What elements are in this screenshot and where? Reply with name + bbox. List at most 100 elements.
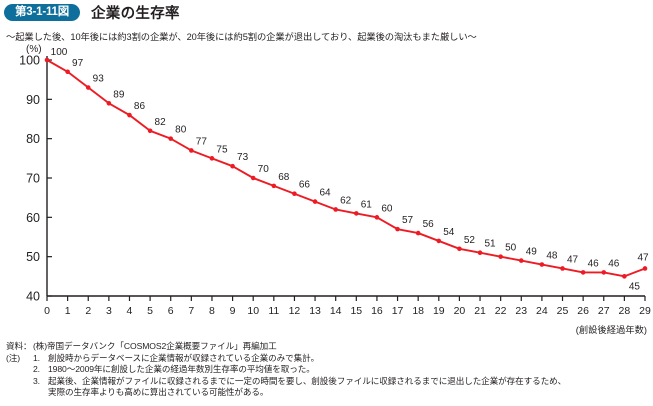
y-axis-tick-label: 90 — [26, 93, 40, 107]
data-point-label: 47 — [637, 252, 649, 263]
x-axis-tick-label: 4 — [127, 305, 133, 317]
data-point-marker — [85, 85, 91, 90]
note-source: 資料： (株)帝国データバンク「COSMOS2企業概要ファイル」再編加工 — [6, 341, 651, 353]
x-axis-tick-label: 11 — [268, 305, 279, 317]
y-axis-tick-label: 50 — [26, 250, 40, 264]
data-point-label: 77 — [196, 136, 208, 147]
data-point-marker — [622, 274, 627, 279]
data-point-label: 80 — [175, 125, 187, 136]
data-point-marker — [250, 175, 256, 181]
data-point-marker — [189, 148, 194, 153]
note-item-1: (注) 1. 創設時からデータベースに企業情報が収録されている企業のみで集計。 — [6, 353, 651, 365]
data-point-marker — [44, 57, 50, 63]
x-axis-tick-label: 15 — [350, 305, 362, 317]
data-point-marker — [168, 136, 174, 141]
x-axis-tick-label: 13 — [309, 305, 321, 317]
note-item-3: 3. 起業後、企業情報がファイルに収録されるまでに一定の時間を要し、創設後ファイ… — [6, 376, 651, 388]
data-point-label: 97 — [72, 58, 84, 69]
data-point-label: 86 — [134, 101, 146, 112]
data-point-label: 66 — [299, 180, 311, 191]
x-axis-tick-label: 7 — [188, 305, 194, 317]
x-axis-tick-label: 9 — [230, 305, 236, 317]
data-point-label: 49 — [526, 247, 538, 258]
data-point-label: 68 — [278, 172, 290, 183]
x-axis-tick-label: 0 — [44, 305, 50, 317]
data-point-label: 70 — [258, 164, 270, 175]
x-axis-tick-label: 19 — [433, 305, 445, 317]
data-point-marker — [65, 69, 70, 75]
y-axis-tick-label: 80 — [26, 132, 40, 146]
data-point-marker — [354, 211, 359, 216]
data-point-marker — [292, 191, 297, 197]
data-point-marker — [436, 238, 442, 244]
data-point-label: 50 — [505, 243, 517, 254]
data-point-label: 46 — [588, 258, 600, 269]
note-item-3-cont: 実際の生存率よりも高めに算出されている可能性がある。 — [6, 387, 651, 399]
data-point-label: 89 — [113, 89, 125, 100]
x-axis-tick-label: 21 — [474, 305, 486, 317]
data-point-label: 57 — [402, 215, 414, 226]
y-axis-unit-label: (%) — [26, 44, 42, 55]
data-point-marker — [601, 270, 607, 275]
data-point-marker — [457, 246, 462, 252]
note-text-3-line-1: 起業後、企業情報がファイルに収録されるまでに一定の時間を要し、創設後ファイルに収… — [48, 375, 567, 386]
data-point-marker — [580, 270, 586, 275]
data-point-label: 100 — [51, 47, 68, 58]
data-point-label: 61 — [361, 199, 373, 210]
data-point-label: 93 — [93, 74, 105, 85]
note-number-2: 2. — [33, 364, 40, 375]
data-point-marker — [498, 254, 503, 259]
data-point-marker — [395, 226, 400, 232]
x-axis-tick-label: 5 — [147, 305, 153, 317]
notes-tag: (注) — [6, 352, 21, 363]
y-axis-tick-label: 40 — [26, 290, 40, 304]
data-point-label: 56 — [423, 219, 435, 230]
figure-subtitle: ～起業した後、10年後には約3割の企業が、20年後には約5割の企業が退出しており… — [6, 32, 477, 42]
data-point-marker — [333, 207, 338, 212]
data-point-label: 48 — [546, 251, 558, 262]
x-axis-tick-label: 28 — [619, 305, 631, 317]
x-axis-tick-label: 16 — [371, 305, 383, 317]
data-point-marker — [312, 199, 318, 204]
figure-header: 第3-1-11図 企業の生存率 — [0, 0, 653, 24]
x-axis-tick-label: 27 — [598, 305, 610, 317]
x-axis-tick-label: 1 — [65, 305, 71, 317]
x-axis-tick-label: 2 — [85, 305, 91, 317]
data-point-label: 46 — [608, 258, 620, 269]
data-point-marker — [642, 266, 648, 271]
data-point-marker — [147, 128, 153, 134]
data-point-marker — [271, 183, 277, 189]
data-point-label: 51 — [484, 239, 496, 250]
data-point-label: 75 — [216, 144, 228, 155]
note-item-2: 2. 1980～2009年に創設した企業の経過年数別生存率の平均値を取った。 — [6, 364, 651, 376]
data-point-label: 45 — [629, 281, 641, 292]
note-spacer-2 — [6, 364, 33, 376]
data-point-marker — [106, 100, 112, 106]
x-axis-tick-label: 23 — [515, 305, 527, 317]
figure-notes: 資料： (株)帝国データバンク「COSMOS2企業概要ファイル」再編加工 (注)… — [6, 341, 651, 399]
data-point-label: 73 — [237, 152, 249, 163]
x-axis-label: (創設後経過年数) — [575, 325, 647, 335]
x-axis-tick-label: 17 — [392, 305, 404, 317]
x-axis-tick-label: 10 — [247, 305, 259, 317]
y-axis-tick-label: 100 — [19, 54, 40, 68]
x-axis-tick-label: 24 — [536, 305, 548, 317]
data-point-marker — [518, 258, 524, 263]
x-axis-tick-label: 25 — [557, 305, 569, 317]
source-text: (株)帝国データバンク「COSMOS2企業概要ファイル」再編加工 — [33, 341, 277, 351]
page-title: 企業の生存率 — [91, 6, 180, 22]
note-text-1: 創設時からデータベースに企業情報が収録されている企業のみで集計。 — [48, 352, 320, 363]
y-axis-tick-label: 70 — [26, 172, 40, 186]
x-axis-tick-label: 6 — [168, 305, 174, 317]
x-axis-tick-label: 8 — [209, 305, 215, 317]
y-axis-tick-label: 60 — [26, 211, 40, 225]
series-line — [46, 59, 646, 278]
data-point-marker — [560, 266, 565, 271]
data-point-label: 64 — [320, 188, 332, 199]
data-point-label: 62 — [340, 195, 352, 206]
note-text-2: 1980～2009年に創設した企業の経過年数別生存率の平均値を取った。 — [48, 364, 315, 375]
x-axis-tick-label: 22 — [495, 305, 507, 317]
chart-container: (%) 40 50 60 70 80 90 100 0 1 2 3 4 5 6 7 8 9 10 11 12 13 14 1… — [0, 44, 653, 335]
x-axis-tick-label: 14 — [330, 305, 342, 317]
